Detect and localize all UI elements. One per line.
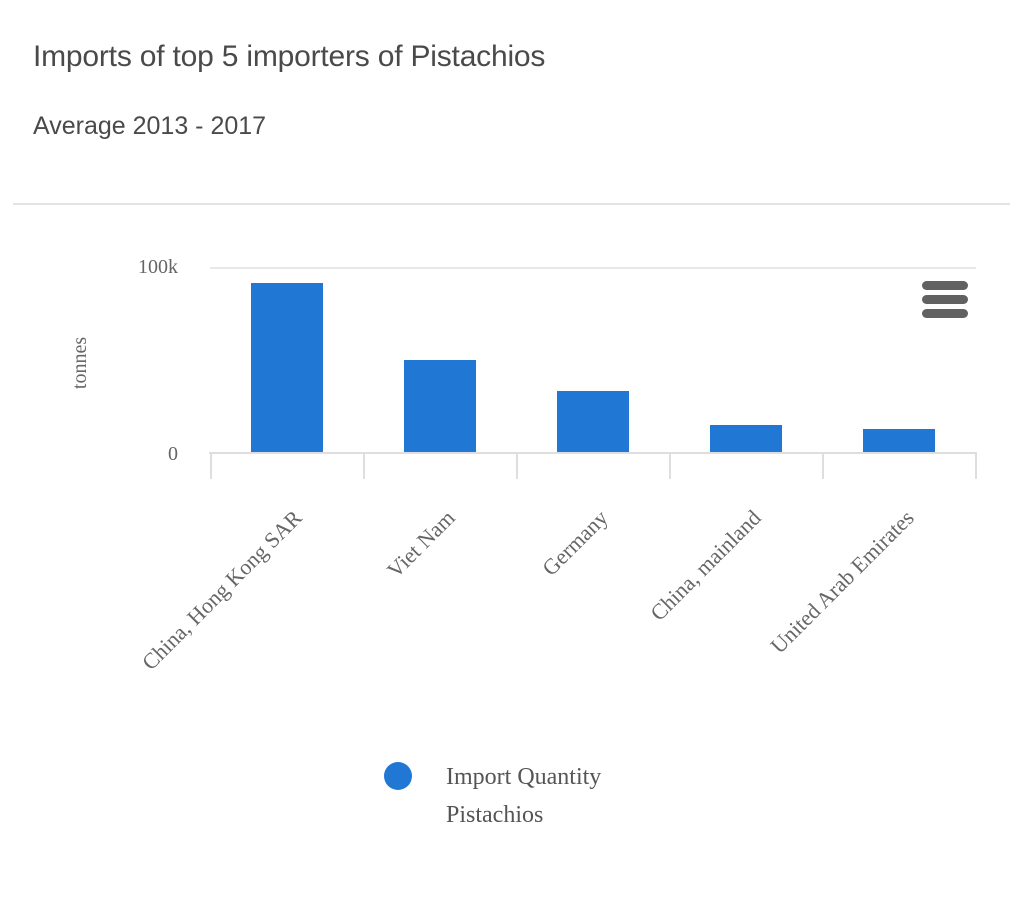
bar-germany[interactable] xyxy=(556,391,629,452)
chart-title: Imports of top 5 importers of Pistachios xyxy=(33,40,546,73)
hamburger-bar xyxy=(922,309,968,318)
legend-series-marker-icon xyxy=(384,762,412,790)
bar-china-hong-kong-sar[interactable] xyxy=(250,283,323,452)
y-tick-label-max: 100k xyxy=(138,256,178,278)
x-axis-tick xyxy=(669,452,671,479)
y-axis-title: tonnes xyxy=(69,336,91,390)
hamburger-icon xyxy=(922,281,968,318)
x-axis-tick xyxy=(210,452,212,479)
gridline-ymax xyxy=(210,267,976,269)
x-axis-line xyxy=(209,452,977,454)
legend-series-label: Import Quantity Pistachios xyxy=(446,764,602,828)
x-axis-tick xyxy=(516,452,518,479)
bar-china-mainland[interactable] xyxy=(709,425,782,452)
hamburger-bar xyxy=(922,295,968,304)
divider xyxy=(13,203,1010,205)
export-menu-button[interactable] xyxy=(916,276,974,326)
y-tick-label-zero: 0 xyxy=(168,443,178,465)
legend-item[interactable]: Import Quantity Pistachios xyxy=(384,758,651,834)
chart-subtitle: Average 2013 - 2017 xyxy=(33,112,267,140)
x-axis-tick xyxy=(822,452,824,479)
x-axis-tick xyxy=(363,452,365,479)
hamburger-bar xyxy=(922,281,968,290)
bar-viet-nam[interactable] xyxy=(403,360,476,452)
bar-united-arab-emirates[interactable] xyxy=(862,429,935,452)
x-axis-tick xyxy=(975,452,977,479)
x-axis-label: China, Hong Kong SAR xyxy=(136,505,307,675)
